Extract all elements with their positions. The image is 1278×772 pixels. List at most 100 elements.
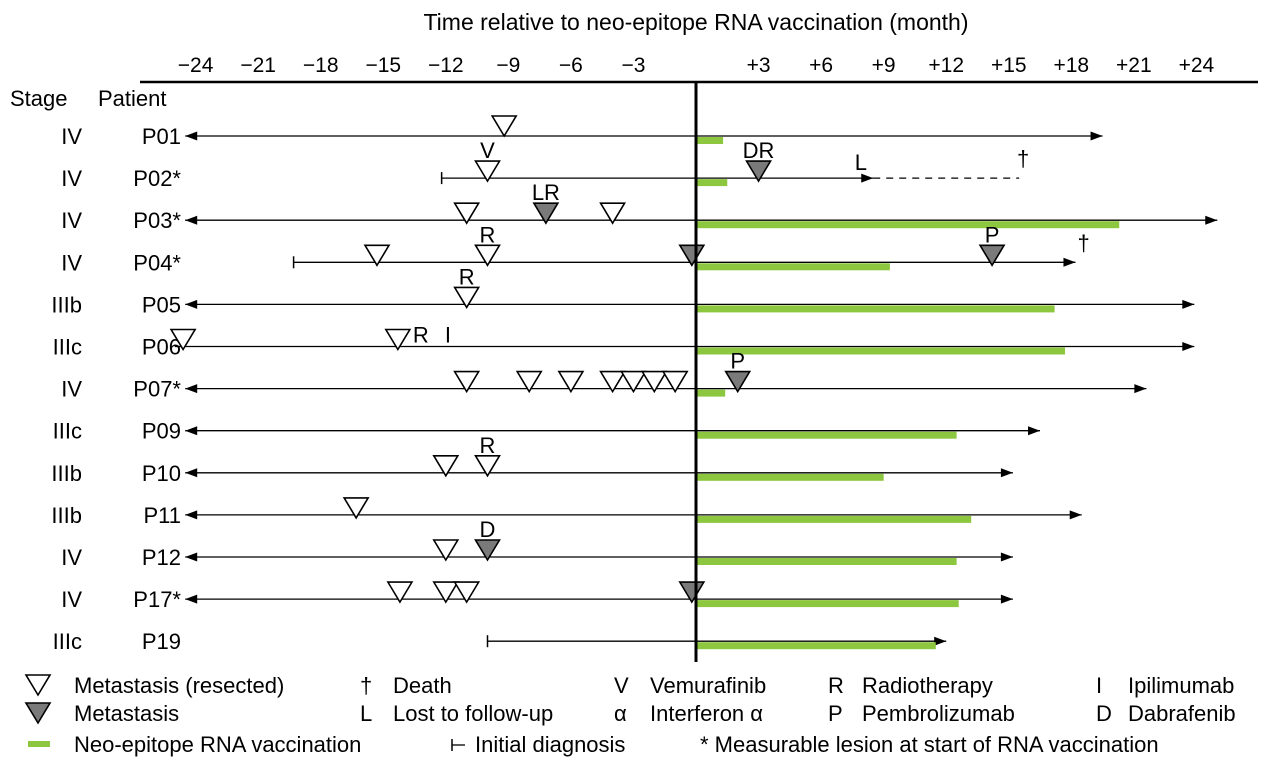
legend-symbol: L [360, 701, 372, 726]
patient-row: IIIc P06 R I [53, 323, 1195, 360]
resected-metastasis-marker [453, 202, 481, 225]
patient-row: IIIc P09 [53, 419, 1041, 444]
patient-id: P12 [142, 545, 181, 570]
patient-row: IIIc P19 [53, 629, 947, 654]
patient-row: IV P04* R P † [61, 222, 1090, 275]
resected-metastasis-marker [474, 454, 501, 478]
end-arrowhead [1205, 215, 1218, 225]
x-tick-label: −12 [428, 54, 464, 77]
legend-label: Initial diagnosis [475, 732, 625, 757]
vaccination-bar [696, 137, 724, 144]
patient-row: IIIb P05 R [51, 264, 1195, 317]
patient-id: P11 [143, 503, 181, 528]
stage-label: IV [61, 250, 82, 275]
legend-label: Dabrafenib [1128, 701, 1236, 726]
vaccination-bar [696, 515, 972, 523]
legend-label: Metastasis (resected) [74, 673, 284, 698]
vaccination-bar [696, 389, 726, 397]
patient-id: P07* [133, 377, 181, 402]
end-arrowhead [1000, 552, 1013, 562]
stage-label: IV [61, 208, 82, 233]
resected-metastasis-marker [640, 370, 668, 394]
patient-id: P01 [142, 124, 181, 149]
start-arrowhead [185, 510, 198, 520]
start-arrowhead [185, 384, 198, 394]
legend-symbol: V [614, 673, 629, 698]
vaccination-bar [696, 642, 936, 650]
metastasis-marker [745, 160, 772, 183]
x-tick-label: −15 [365, 54, 401, 77]
patient-id: P02* [133, 166, 181, 191]
vaccination-bar [696, 221, 1120, 229]
x-tick-label: +3 [747, 54, 771, 77]
patient-id: P06 [142, 335, 181, 360]
legend-open-triangle [24, 674, 52, 697]
stage-label: IIIc [53, 419, 82, 444]
end-arrowhead [1063, 257, 1076, 267]
metastasis-marker [678, 581, 706, 604]
resected-metastasis-marker [453, 286, 481, 309]
metastasis-marker [532, 202, 560, 225]
patient-id: P03* [133, 208, 181, 233]
stage-label: IIIb [51, 292, 82, 317]
patient-row: IIIb P11 [51, 497, 1082, 528]
legend-symbol: † [360, 673, 372, 698]
treatment-label: † [1077, 230, 1089, 255]
stage-label: IV [61, 545, 82, 570]
resected-metastasis-marker [453, 581, 481, 604]
vaccination-bar [696, 600, 959, 608]
legend-label: Interferon α [650, 701, 763, 726]
end-arrowhead [861, 173, 874, 183]
legend-filled-triangle [24, 702, 52, 725]
resected-metastasis-marker [363, 244, 391, 267]
legend-label: Death [393, 673, 452, 698]
resected-metastasis-marker [432, 581, 460, 604]
metastasis-marker [678, 244, 706, 267]
vaccination-bar [696, 473, 884, 481]
treatment-label: P [985, 222, 1000, 247]
stage-label: IIIb [51, 503, 82, 528]
x-tick-label: +9 [872, 54, 896, 77]
treatment-label: D [480, 517, 496, 542]
legend-label: Neo-epitope RNA vaccination [74, 732, 361, 757]
patient-row: IV P01 [61, 115, 1103, 149]
start-arrowhead [185, 552, 198, 562]
legend-label: Vemurafinib [650, 673, 766, 698]
x-tick-label: −3 [621, 54, 645, 77]
resected-metastasis-marker [490, 115, 518, 138]
stage-label: IV [61, 166, 82, 191]
stage-header: Stage [10, 86, 68, 111]
treatment-label: R [480, 433, 496, 458]
start-arrowhead [185, 215, 198, 225]
x-tick-label: +21 [1116, 54, 1152, 77]
resected-metastasis-marker [599, 202, 627, 225]
resected-metastasis-marker [342, 497, 370, 520]
x-tick-label: +6 [809, 54, 833, 77]
resected-metastasis-marker [661, 370, 689, 394]
treatment-label: I [445, 323, 451, 348]
end-arrowhead [1134, 384, 1147, 394]
legend-symbol: D [1096, 701, 1112, 726]
x-tick-label: +15 [991, 54, 1027, 77]
vaccination-bar [696, 431, 957, 439]
x-tick-label: −21 [240, 54, 276, 77]
resected-metastasis-marker [432, 539, 460, 562]
vaccination-bar [696, 263, 890, 271]
x-tick-label: −9 [496, 54, 520, 77]
treatment-label: L [855, 150, 867, 175]
end-arrowhead [1028, 426, 1041, 436]
treatment-label: R [413, 323, 429, 348]
x-tick-label: −6 [559, 54, 583, 77]
patient-id: P19 [142, 629, 181, 654]
resected-metastasis-marker [453, 370, 481, 394]
resected-metastasis-marker [515, 370, 543, 394]
vaccination-bar [696, 558, 957, 565]
patient-row: IV P03* LR [61, 180, 1218, 233]
patient-id: P10 [142, 461, 181, 486]
legend-symbol: I [1096, 673, 1102, 698]
chart-title: Time relative to neo-epitope RNA vaccina… [423, 9, 968, 35]
treatment-label: P [730, 349, 745, 374]
patient-header: Patient [98, 86, 167, 111]
vaccination-bar [696, 179, 728, 187]
end-arrowhead [1000, 594, 1013, 604]
